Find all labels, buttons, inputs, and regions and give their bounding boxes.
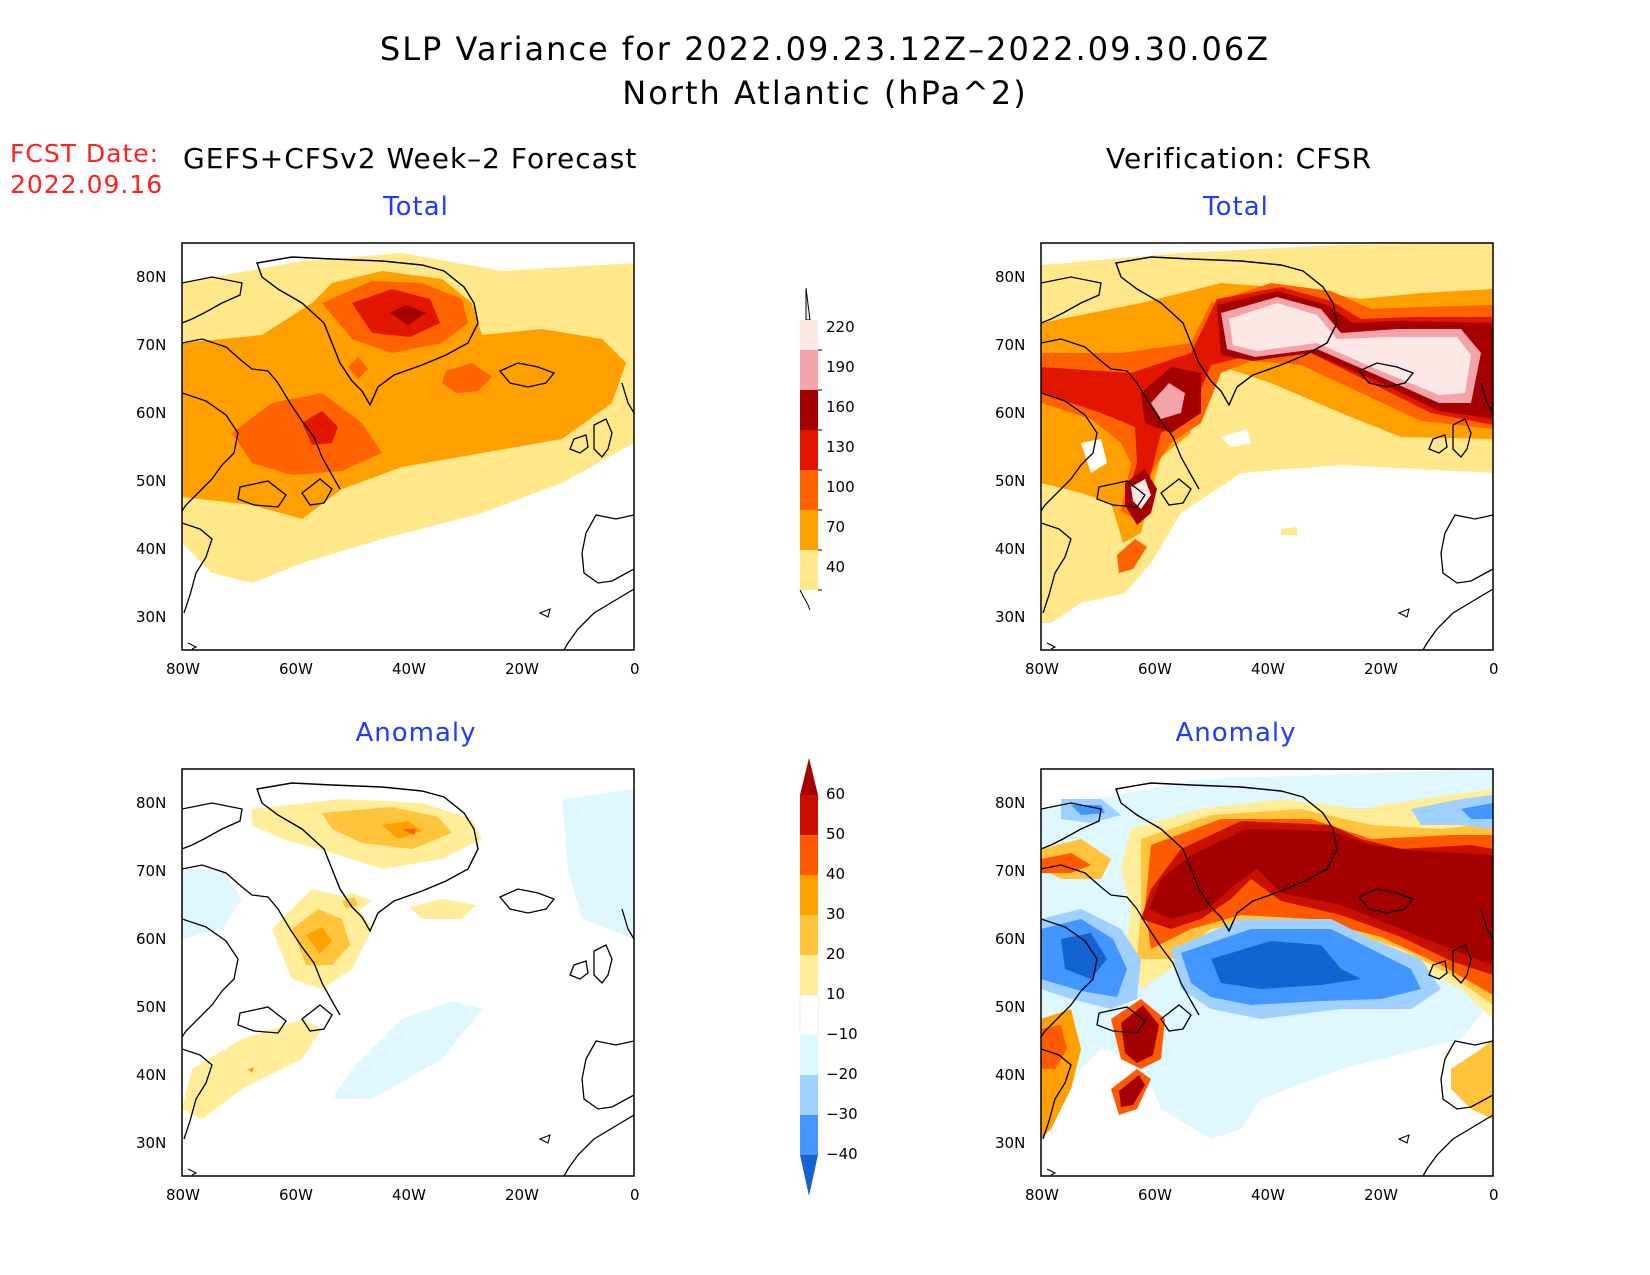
fcst-date-value: 2022.09.16 [10, 170, 164, 199]
verification-anomaly-lat-label: 70N [995, 862, 1026, 880]
cb-anom-tick: 60 [826, 785, 846, 803]
verification-total-lat-label: 30N [995, 608, 1026, 626]
forecast-anomaly-lat-label: 70N [136, 862, 167, 880]
total-colorbar [799, 287, 822, 611]
panel-title-forecast-anomaly: Anomaly [355, 718, 477, 748]
cb-anom-tick: 30 [826, 905, 846, 923]
cb-total-40 [800, 550, 818, 590]
main-title: SLP Variance for 2022.09.23.12Z–2022.09.… [379, 30, 1271, 68]
cb-anom-tick: −40 [826, 1145, 858, 1163]
forecast-total-map [181, 242, 635, 651]
forecast-total-lat-label: 30N [136, 608, 167, 626]
forecast-total-lon-label: 20W [505, 660, 539, 678]
verification-anomaly-lon-label: 0 [1489, 1186, 1499, 1204]
cb-total-tick: 100 [826, 478, 855, 496]
forecast-total-lat-label: 60N [136, 404, 167, 422]
cb-anom-tick: −30 [826, 1105, 858, 1123]
cb-total-tick: 70 [826, 518, 846, 536]
cb-anom-tick: 50 [826, 825, 846, 843]
forecast-anomaly-lon-label: 80W [166, 1186, 200, 1204]
verification-total-lat-label: 40N [995, 540, 1026, 558]
verification-total-lat-label: 70N [995, 336, 1026, 354]
verification-total-lon-label: 0 [1489, 660, 1499, 678]
cb-total-tick: 160 [826, 398, 855, 416]
forecast-anomaly-lat-label: 60N [136, 930, 167, 948]
fcst-date: FCST Date: 2022.09.16 [10, 138, 163, 200]
fcst-date-label: FCST Date: [10, 139, 160, 168]
cb-anom-tick: 20 [826, 945, 846, 963]
cb-total-100 [800, 470, 818, 510]
verification-anomaly-lon-label: 60W [1138, 1186, 1172, 1204]
verification-column-title: Verification: CFSR [1106, 142, 1373, 175]
verification-total-lon-label: 80W [1025, 660, 1059, 678]
cb-total-tick: 130 [826, 438, 855, 456]
forecast-total-lat-label: 50N [136, 472, 167, 490]
verification-total-lat-label: 80N [995, 268, 1026, 286]
forecast-anomaly-lat-label: 50N [136, 998, 167, 1016]
main-subtitle: North Atlantic (hPa^2) [622, 74, 1028, 112]
forecast-total-lon-label: 80W [166, 660, 200, 678]
cb-anom-tick: −20 [826, 1065, 858, 1083]
verification-total-lon-label: 60W [1138, 660, 1172, 678]
forecast-total-lon-label: 0 [630, 660, 640, 678]
verification-anomaly-map [1040, 768, 1494, 1177]
verification-anomaly-lat-label: 80N [995, 794, 1026, 812]
cb-total-220plus [800, 320, 818, 350]
forecast-anomaly-lat-label: 30N [136, 1134, 167, 1152]
verification-total-map [1040, 242, 1494, 651]
verification-total-lat-label: 50N [995, 472, 1026, 490]
verification-total-lon-label: 20W [1364, 660, 1398, 678]
verification-anomaly-lon-label: 40W [1251, 1186, 1285, 1204]
forecast-anomaly-lon-label: 40W [392, 1186, 426, 1204]
forecast-total-lat-label: 70N [136, 336, 167, 354]
cb-anom-tick: 40 [826, 865, 846, 883]
cb-anom-tick: −10 [826, 1025, 858, 1043]
forecast-column-title: GEFS+CFSv2 Week–2 Forecast [183, 142, 638, 175]
panel-title-verification-anomaly: Anomaly [1175, 718, 1297, 748]
forecast-anomaly-lat-label: 40N [136, 1066, 167, 1084]
cb-total-190 [800, 350, 818, 390]
verification-anomaly-lon-label: 80W [1025, 1186, 1059, 1204]
anomaly-colorbar [799, 758, 819, 1196]
panel-title-forecast-total: Total [383, 192, 449, 222]
forecast-anomaly-lon-label: 0 [630, 1186, 640, 1204]
forecast-total-lon-label: 40W [392, 660, 426, 678]
verification-anomaly-lat-label: 50N [995, 998, 1026, 1016]
verification-total-lon-label: 40W [1251, 660, 1285, 678]
verification-total-lat-label: 60N [995, 404, 1026, 422]
cb-total-tick: 190 [826, 358, 855, 376]
verification-anomaly-lat-label: 40N [995, 1066, 1026, 1084]
forecast-anomaly-map [181, 768, 635, 1177]
panel-title-verification-total: Total [1203, 192, 1269, 222]
verification-anomaly-lon-label: 20W [1364, 1186, 1398, 1204]
forecast-anomaly-lon-label: 60W [279, 1186, 313, 1204]
forecast-anomaly-lat-label: 80N [136, 794, 167, 812]
forecast-anomaly-lon-label: 20W [505, 1186, 539, 1204]
forecast-total-lat-label: 80N [136, 268, 167, 286]
forecast-total-lon-label: 60W [279, 660, 313, 678]
cb-total-tick: 220 [826, 318, 855, 336]
forecast-total-lat-label: 40N [136, 540, 167, 558]
cb-total-130 [800, 430, 818, 470]
verification-anomaly-lat-label: 30N [995, 1134, 1026, 1152]
verification-anomaly-lat-label: 60N [995, 930, 1026, 948]
cb-total-70 [800, 510, 818, 550]
cb-anom-tick: 10 [826, 985, 846, 1003]
cb-total-160 [800, 390, 818, 430]
cb-total-tick: 40 [826, 558, 846, 576]
